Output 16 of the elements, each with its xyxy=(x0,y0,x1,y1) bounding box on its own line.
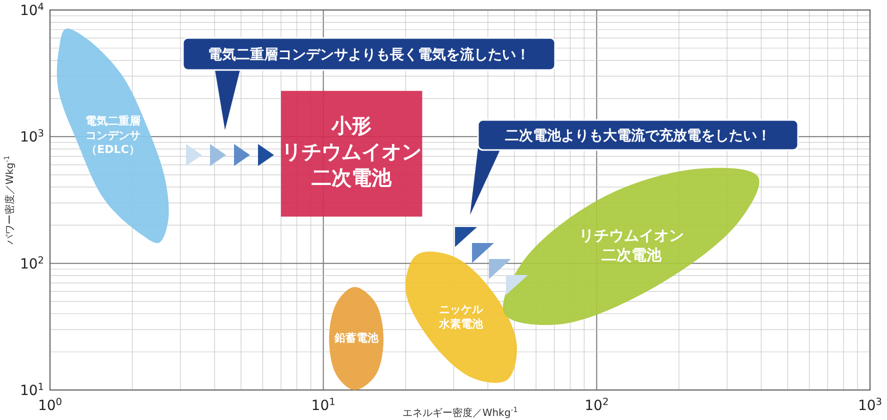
series-label: 小形リチウムイオン二次電池 xyxy=(282,114,422,190)
y-tick-label: 10$^{3}$ xyxy=(20,128,44,146)
x-tick-label: 10$^{1}$ xyxy=(311,396,336,414)
y-tick-label: 10$^{4}$ xyxy=(20,2,44,19)
series-label: リチウムイオン二次電池 xyxy=(578,226,684,264)
x-tick-label: 10$^{0}$ xyxy=(38,396,62,414)
x-tick-label: 10$^{3}$ xyxy=(858,396,882,414)
x-axis-title: エネルギー密度／Whkg$^{-1}$ xyxy=(402,406,518,419)
series-label: 電気二重層コンデンサ（EDLC） xyxy=(85,114,140,156)
y-tick-label: 10$^{2}$ xyxy=(20,254,44,272)
annotation: 電気二重層コンデンサよりも長く電気を流したい！ xyxy=(208,46,530,63)
series-label: ニッケル水素電池 xyxy=(438,303,484,330)
y-tick-label: 10$^{1}$ xyxy=(20,382,44,399)
annotation: 二次電池よりも大電流で充放電をしたい！ xyxy=(505,127,771,144)
x-tick-label: 10$^{2}$ xyxy=(584,396,609,414)
series-label: 鉛蓄電池 xyxy=(333,332,380,345)
